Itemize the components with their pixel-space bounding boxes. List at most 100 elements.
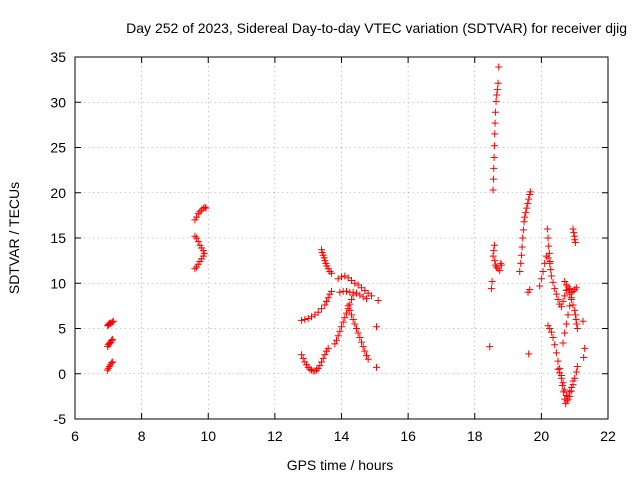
data-point [193,213,201,221]
data-point [313,366,321,374]
data-point [333,336,341,344]
data-point [547,328,555,336]
data-point [562,281,570,289]
data-point [194,238,202,246]
data-point [359,293,367,301]
data-point [557,374,565,382]
data-point [352,289,360,297]
data-point [547,266,555,274]
chart-title: Day 252 of 2023, Sidereal Day-to-day VTE… [126,20,627,36]
data-point [109,335,117,343]
data-point [556,369,564,377]
data-point [349,288,357,296]
data-point [105,363,113,371]
data-point [344,302,352,310]
data-point [352,325,360,332]
data-point [573,363,581,371]
data-point [331,340,339,348]
data-point [566,290,574,298]
data-point [490,164,498,172]
y-tick-label: 10 [50,275,66,291]
data-point [489,252,497,260]
data-point [491,257,499,265]
data-point [549,334,557,342]
data-point [566,388,574,396]
data-point [563,397,571,405]
data-point [202,204,210,212]
data-point [491,119,499,127]
data-point [362,352,370,360]
data-point [564,311,572,319]
data-point [564,286,572,294]
data-point [567,296,575,304]
data-point [570,229,578,237]
data-point [562,320,570,328]
data-point [316,362,324,370]
y-tick-label: 30 [50,94,66,110]
x-tick-label: 22 [600,428,616,444]
data-point [580,353,588,361]
x-tick-label: 8 [138,428,146,444]
data-point [318,358,326,366]
data-point [566,302,574,310]
data-point [108,336,116,344]
data-point [551,285,559,293]
data-point [494,265,502,273]
grid-lines [75,57,608,419]
data-point [104,364,112,372]
data-point [351,320,359,328]
data-point [497,261,505,269]
data-point [346,300,354,308]
data-point [519,226,527,234]
data-point [571,239,579,247]
data-point [193,234,201,242]
x-tick-label: 20 [534,428,550,444]
x-axis-label: GPS time / hours [287,457,394,473]
data-point [338,323,345,331]
data-point [519,234,527,242]
y-axis-label: SDTVAR / TECUs [6,182,22,294]
data-points [103,63,589,408]
data-point [364,355,372,363]
data-point [552,290,560,298]
data-point [562,391,570,399]
data-point [321,301,329,309]
data-point [321,351,329,359]
data-point [525,350,533,358]
data-point [341,314,349,322]
data-point [549,278,557,286]
data-point [490,153,498,161]
data-point [491,130,499,138]
data-point [523,204,531,212]
data-point [347,311,355,319]
data-point [559,297,567,305]
data-point [517,251,525,259]
data-point [362,295,370,303]
data-point [492,263,500,271]
data-point [108,359,116,367]
x-tick-labels: 6 8 10 12 14 16 18 20 22 [71,428,616,444]
data-point [304,315,312,323]
data-point [108,318,116,326]
data-point [552,349,560,357]
data-point [339,318,347,326]
data-point [356,334,364,342]
data-point [546,258,554,266]
data-point [559,388,567,396]
x-tick-label: 18 [467,428,483,444]
data-point [567,383,575,391]
data-point [338,273,345,281]
data-point [561,329,569,337]
data-point [557,303,565,311]
y-tick-label: 20 [50,185,66,201]
data-point [561,292,569,300]
data-point [569,301,577,309]
x-tick-label: 10 [200,428,216,444]
data-point [372,323,380,331]
data-point [347,296,355,304]
data-point [298,351,306,359]
data-point [561,386,569,394]
data-point [299,354,307,362]
data-point [569,225,577,233]
